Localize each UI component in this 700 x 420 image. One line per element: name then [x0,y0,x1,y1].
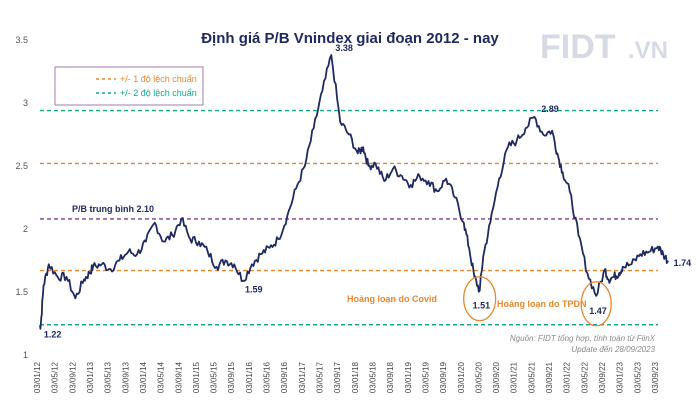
x-tick-label: 03/01/15 [192,361,201,393]
x-tick-label: 03/05/14 [157,361,166,393]
x-tick-label: 03/05/18 [368,361,377,393]
x-tick-label: 03/05/12 [51,361,60,393]
point-label: 2.89 [541,104,559,114]
x-tick-label: 03/05/22 [580,361,589,393]
point-label: 1.47 [589,306,607,316]
annotation-covid-circle [463,276,497,322]
annotation-covid: Hoảng loạn do Covid [347,276,497,322]
x-tick-label: 03/01/17 [298,361,307,393]
x-tick-label: 03/05/19 [421,361,430,393]
x-axis: 03/01/12 03/05/12 03/09/12 03/01/13 03/05/13… [33,361,660,393]
annotation-tpdn-label: Hoảng loạn do TPDN [497,299,587,309]
x-tick-label: 03/05/16 [263,361,272,393]
x-tick-label: 03/05/13 [104,361,113,393]
chart-title: Định giá P/B Vnindex giai đoạn 2012 - na… [201,30,499,47]
mean-label: P/B trung bình 2.10 [72,204,154,214]
reference-lines [40,109,658,326]
x-tick-label: 03/01/14 [139,361,148,393]
source-line-1: Nguồn: FIDT tổng hợp, tính toán từ FiinX [510,334,656,343]
y-axis: 1 1.5 2 2.5 3 3.5 [15,35,28,360]
x-tick-label: 03/01/23 [616,361,625,393]
x-tick-label: 03/01/22 [563,361,572,393]
point-labels: 1.22 1.59 3.38 1.51 2.89 1.47 1.74 [44,43,691,339]
x-tick-label: 03/09/21 [545,361,554,393]
x-tick-label: 03/09/18 [386,361,395,393]
point-label: 3.38 [335,43,353,53]
series-line [39,54,669,330]
source-note: Nguồn: FIDT tổng hợp, tính toán từ FiinX… [510,334,656,354]
x-tick-label: 03/01/12 [33,361,42,393]
x-tick-label: 03/09/12 [68,361,77,393]
x-tick-label: 03/05/17 [316,361,325,393]
x-tick-label: 03/05/23 [633,361,642,393]
logo: FIDT .VN [540,28,668,66]
x-tick-label: 03/09/16 [280,361,289,393]
x-tick-label: 03/01/16 [245,361,254,393]
legend-box [54,66,204,106]
point-label: 1.51 [473,301,491,311]
legend-label-1sd: +/- 1 độ lệch chuẩn [120,74,197,84]
x-tick-label: 03/09/15 [227,361,236,393]
x-tick-label: 03/09/13 [121,361,130,393]
y-tick-label: 2 [23,224,28,234]
x-tick-label: 03/05/21 [527,361,536,393]
y-tick-label: 1.5 [15,287,28,297]
x-tick-label: 03/09/20 [492,361,501,393]
y-tick-label: 2.5 [15,161,28,171]
annotation-covid-label: Hoảng loạn do Covid [347,294,437,304]
y-tick-label: 1 [23,350,28,360]
x-tick-label: 03/09/19 [439,361,448,393]
x-tick-label: 03/01/18 [351,361,360,393]
x-tick-label: 03/09/22 [598,361,607,393]
point-label: 1.59 [245,285,263,295]
x-tick-label: 03/01/19 [404,361,413,393]
x-tick-label: 03/09/17 [333,361,342,393]
x-tick-label: 03/01/21 [510,361,519,393]
point-label: 1.22 [44,329,62,339]
logo-main: FIDT [540,28,616,66]
x-tick-label: 03/05/20 [474,361,483,393]
x-tick-label: 03/09/14 [174,361,183,393]
annotation-tpdn: Hoảng loạn do TPDN [497,281,612,327]
x-tick-label: 03/01/20 [457,361,466,393]
source-line-2: Update đến 28/09/2023 [571,345,655,354]
legend: +/- 1 độ lệch chuẩn +/- 2 độ lệch chuẩn [54,66,204,106]
x-tick-label: 03/09/23 [651,361,660,393]
x-tick-label: 03/01/13 [86,361,95,393]
x-tick-label: 03/05/15 [210,361,219,393]
point-label: 1.74 [674,258,692,268]
logo-suffix: .VN [628,37,668,64]
legend-label-2sd: +/- 2 độ lệch chuẩn [120,88,197,98]
y-tick-label: 3.5 [15,35,28,45]
annotation-tpdn-circle [580,281,612,327]
y-tick-label: 3 [23,98,28,108]
